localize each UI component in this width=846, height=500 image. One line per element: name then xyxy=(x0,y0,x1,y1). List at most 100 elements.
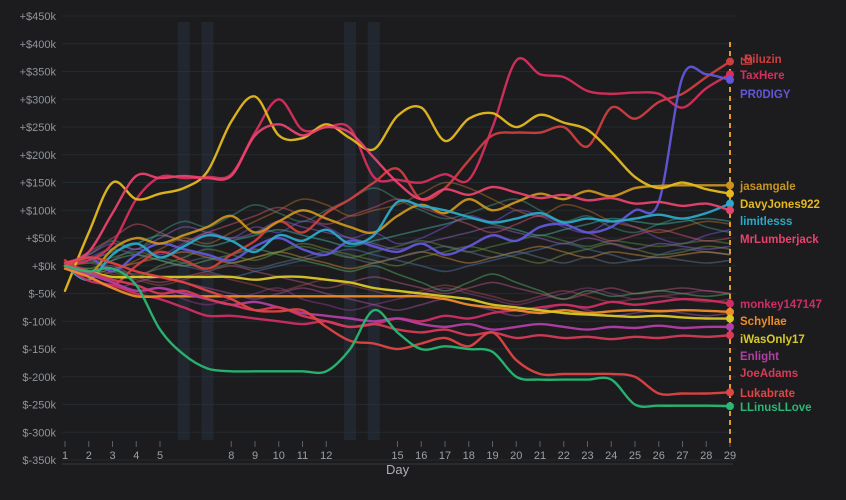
pnl-line-trader-bg-07 xyxy=(64,234,731,270)
y-tick-label: +$200k xyxy=(20,150,57,162)
pnl-line-PR0DIGY[interactable] xyxy=(63,65,732,273)
leaderboard-entry-PR0DIGY[interactable]: PR0DIGY xyxy=(740,89,791,102)
trader-name: Schyllae xyxy=(740,316,787,328)
trader-name: jasamgale xyxy=(740,181,796,193)
endpoint-dot-Lukabrate xyxy=(726,388,734,397)
x-tick-label: 27 xyxy=(676,450,688,462)
endpoint-dot-iWasOnly17 xyxy=(726,314,734,323)
y-tick-label: $-250k xyxy=(22,400,56,412)
endpoint-dot-Schyllae xyxy=(726,307,734,316)
trader-name: DavyJones922 xyxy=(740,199,820,211)
y-tick-label: +$150k xyxy=(20,178,57,190)
weekend-band xyxy=(177,22,190,440)
y-tick-label: $-150k xyxy=(22,344,56,356)
y-tick-label: $-350k xyxy=(22,455,56,467)
pnl-line-jasamgale[interactable] xyxy=(63,184,732,276)
trader-name: limitlesss xyxy=(740,216,793,228)
endpoint-dot-monkey147147 xyxy=(726,299,734,308)
y-tick-label: $-100k xyxy=(22,316,56,328)
x-tick-label: 4 xyxy=(133,450,139,462)
pnl-line-Schyllae[interactable] xyxy=(63,267,732,315)
leaderboard-entry-LLinusLLove[interactable]: LLinusLLove xyxy=(740,402,812,415)
pnl-line-trader-bg-16 xyxy=(64,248,731,300)
x-tick-label: 16 xyxy=(415,450,427,462)
x-tick-label: 11 xyxy=(297,450,308,462)
x-tick-label: 3 xyxy=(109,450,115,462)
y-tick-label: $-300k xyxy=(22,427,56,439)
weekend-band xyxy=(201,22,214,440)
leaderboard-entry-Biluzin[interactable]: Biluzin xyxy=(740,54,782,67)
y-tick-label: +$0k xyxy=(32,261,57,273)
pnl-line-MrLumberjack[interactable] xyxy=(63,123,732,265)
leaderboard-entry-limitlesss[interactable]: limitlesss xyxy=(740,216,793,229)
endpoint-dot-Biluzin xyxy=(726,57,734,66)
x-tick-label: 25 xyxy=(629,450,641,462)
y-tick-label: +$100k xyxy=(20,205,57,217)
endpoint-dot-LLinusLLove xyxy=(726,402,734,411)
y-tick-label: $-200k xyxy=(22,372,56,384)
leaderboard-entry-jasamgale[interactable]: jasamgale xyxy=(740,181,796,194)
endpoint-dot-Enlight xyxy=(726,322,734,331)
y-tick-label: +$350k xyxy=(20,67,57,79)
x-tick-label: 28 xyxy=(700,450,712,462)
endpoint-dot-PR0DIGY xyxy=(726,75,734,84)
pnl-line-DavyJones922[interactable] xyxy=(63,95,732,292)
leaderboard-entry-monkey147147[interactable]: monkey147147 xyxy=(740,299,822,312)
trader-name: Biluzin xyxy=(744,54,782,66)
x-tick-label: 26 xyxy=(653,450,665,462)
x-tick-label: 10 xyxy=(273,450,285,462)
y-tick-label: +$250k xyxy=(20,122,57,134)
pnl-line-Lukabrate[interactable] xyxy=(63,256,732,396)
pnl-line-JoeAdams[interactable] xyxy=(63,261,732,341)
x-tick-label: 20 xyxy=(510,450,522,462)
leaderboard-entry-Enlight[interactable]: Enlight xyxy=(740,351,779,364)
x-tick-label: 18 xyxy=(463,450,475,462)
pnl-line-limitlesss[interactable] xyxy=(63,199,732,281)
pnl-line-trader-bg-03 xyxy=(64,242,731,278)
trader-name: Lukabrate xyxy=(740,388,795,400)
endpoint-dot-limitlesss xyxy=(726,199,734,208)
endpoint-dot-JoeAdams xyxy=(726,331,734,340)
endpoint-dot-DavyJones922 xyxy=(726,189,734,198)
y-tick-label: $-50k xyxy=(28,289,56,301)
x-tick-label: 8 xyxy=(228,450,234,462)
trader-name: LLinusLLove xyxy=(740,402,812,414)
pnl-line-trader-bg-09 xyxy=(64,220,731,267)
leaderboard-entry-Lukabrate[interactable]: Lukabrate xyxy=(740,388,795,401)
pnl-line-LLinusLLove[interactable] xyxy=(63,264,732,408)
x-tick-label: 21 xyxy=(534,450,546,462)
trader-name: monkey147147 xyxy=(740,299,822,311)
x-tick-label: 22 xyxy=(558,450,570,462)
x-tick-label: 12 xyxy=(320,450,332,462)
endpoint-dot-TaxHere xyxy=(726,70,734,79)
pnl-line-iWasOnly17[interactable] xyxy=(63,264,732,320)
leaderboard-entry-JoeAdams[interactable]: JoeAdams xyxy=(740,368,799,381)
leaderboard-entry-DavyJones922[interactable]: DavyJones922 xyxy=(740,199,820,212)
x-tick-label: 2 xyxy=(86,450,92,462)
y-tick-label: +$300k xyxy=(20,94,57,106)
leaderboard-entry-MrLumberjack[interactable]: MrLumberjack xyxy=(740,234,819,247)
x-tick-label: 24 xyxy=(605,450,617,462)
leaderboard-entry-Schyllae[interactable]: Schyllae xyxy=(740,316,787,329)
x-tick-label: 9 xyxy=(252,450,258,462)
x-tick-label: 19 xyxy=(486,450,498,462)
trader-name: iWasOnly17 xyxy=(740,334,805,346)
leaderboard-entry-iWasOnly17[interactable]: iWasOnly17 xyxy=(740,334,805,347)
pnl-line-trader-bg-15 xyxy=(64,198,731,267)
weekend-band xyxy=(367,22,380,440)
trader-name: JoeAdams xyxy=(740,368,799,380)
trader-name: TaxHere xyxy=(740,70,785,82)
y-tick-label: +$400k xyxy=(20,39,57,51)
pnl-line-Biluzin[interactable] xyxy=(63,60,732,287)
y-tick-label: +$450k xyxy=(20,11,57,23)
trader-name: Enlight xyxy=(740,351,779,363)
endpoint-dot-MrLumberjack xyxy=(726,206,734,215)
leaderboard-entry-TaxHere[interactable]: TaxHere xyxy=(740,70,785,83)
x-tick-label: 23 xyxy=(581,450,593,462)
y-tick-label: +$50k xyxy=(26,233,57,245)
x-tick-label: 29 xyxy=(724,450,736,462)
trader-name: PR0DIGY xyxy=(740,89,791,101)
x-tick-label: 5 xyxy=(157,450,163,462)
